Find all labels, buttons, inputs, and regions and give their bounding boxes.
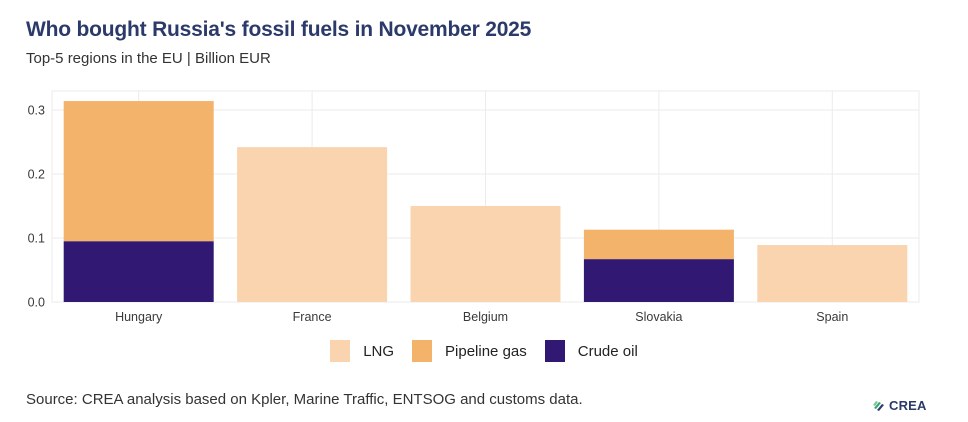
chart-subtitle: Top-5 regions in the EU | Billion EUR — [26, 50, 271, 67]
legend-label-lng: LNG — [363, 342, 395, 360]
source-note: Source: CREA analysis based on Kpler, Ma… — [26, 391, 583, 408]
x-tick-label: Hungary — [115, 310, 163, 324]
legend-swatch-pipeline-gas — [412, 340, 433, 362]
legend-label-pipeline-gas: Pipeline gas — [445, 342, 527, 360]
bar-lng-spain — [757, 245, 908, 302]
legend-swatch-lng — [330, 340, 351, 362]
x-tick-label: France — [293, 310, 332, 324]
bar-crude-oil-slovakia — [583, 259, 734, 302]
legend-item-lng: LNG — [330, 340, 394, 362]
chart-title: Who bought Russia's fossil fuels in Nove… — [26, 18, 532, 41]
crea-logo: CREA — [872, 398, 927, 413]
crea-logo-text: CREA — [889, 398, 927, 413]
x-tick-label: Spain — [816, 310, 848, 324]
legend-item-pipeline-gas: Pipeline gas — [412, 340, 527, 362]
crea-logo-icon — [873, 400, 884, 411]
bars-layer — [63, 101, 908, 302]
y-tick-label: 0.1 — [28, 232, 45, 246]
legend-swatch-crude-oil — [544, 340, 565, 362]
legend-label-crude-oil: Crude oil — [577, 342, 638, 360]
bar-lng-belgium — [410, 206, 561, 302]
legend-item-crude-oil: Crude oil — [544, 340, 638, 362]
x-tick-label: Slovakia — [635, 310, 682, 324]
labels-layer: 0.0 0.1 0.2 0.3 Hungary France Belgium Slovakia… — [28, 104, 849, 325]
bar-crude-oil-hungary — [63, 241, 214, 302]
legend: LNG Pipeline gas Crude oil — [0, 340, 968, 362]
bar-pipeline-gas-slovakia — [583, 229, 734, 260]
bar-pipeline-gas-hungary — [63, 101, 214, 242]
bar-lng-france — [237, 147, 388, 302]
y-tick-label: 0.3 — [28, 104, 45, 118]
y-tick-label: 0.2 — [28, 168, 45, 182]
x-tick-label: Belgium — [463, 310, 508, 324]
bar-chart: 0.0 0.1 0.2 0.3 Hungary France Belgium Slovakia… — [28, 90, 920, 325]
y-tick-label: 0.0 — [28, 296, 45, 310]
